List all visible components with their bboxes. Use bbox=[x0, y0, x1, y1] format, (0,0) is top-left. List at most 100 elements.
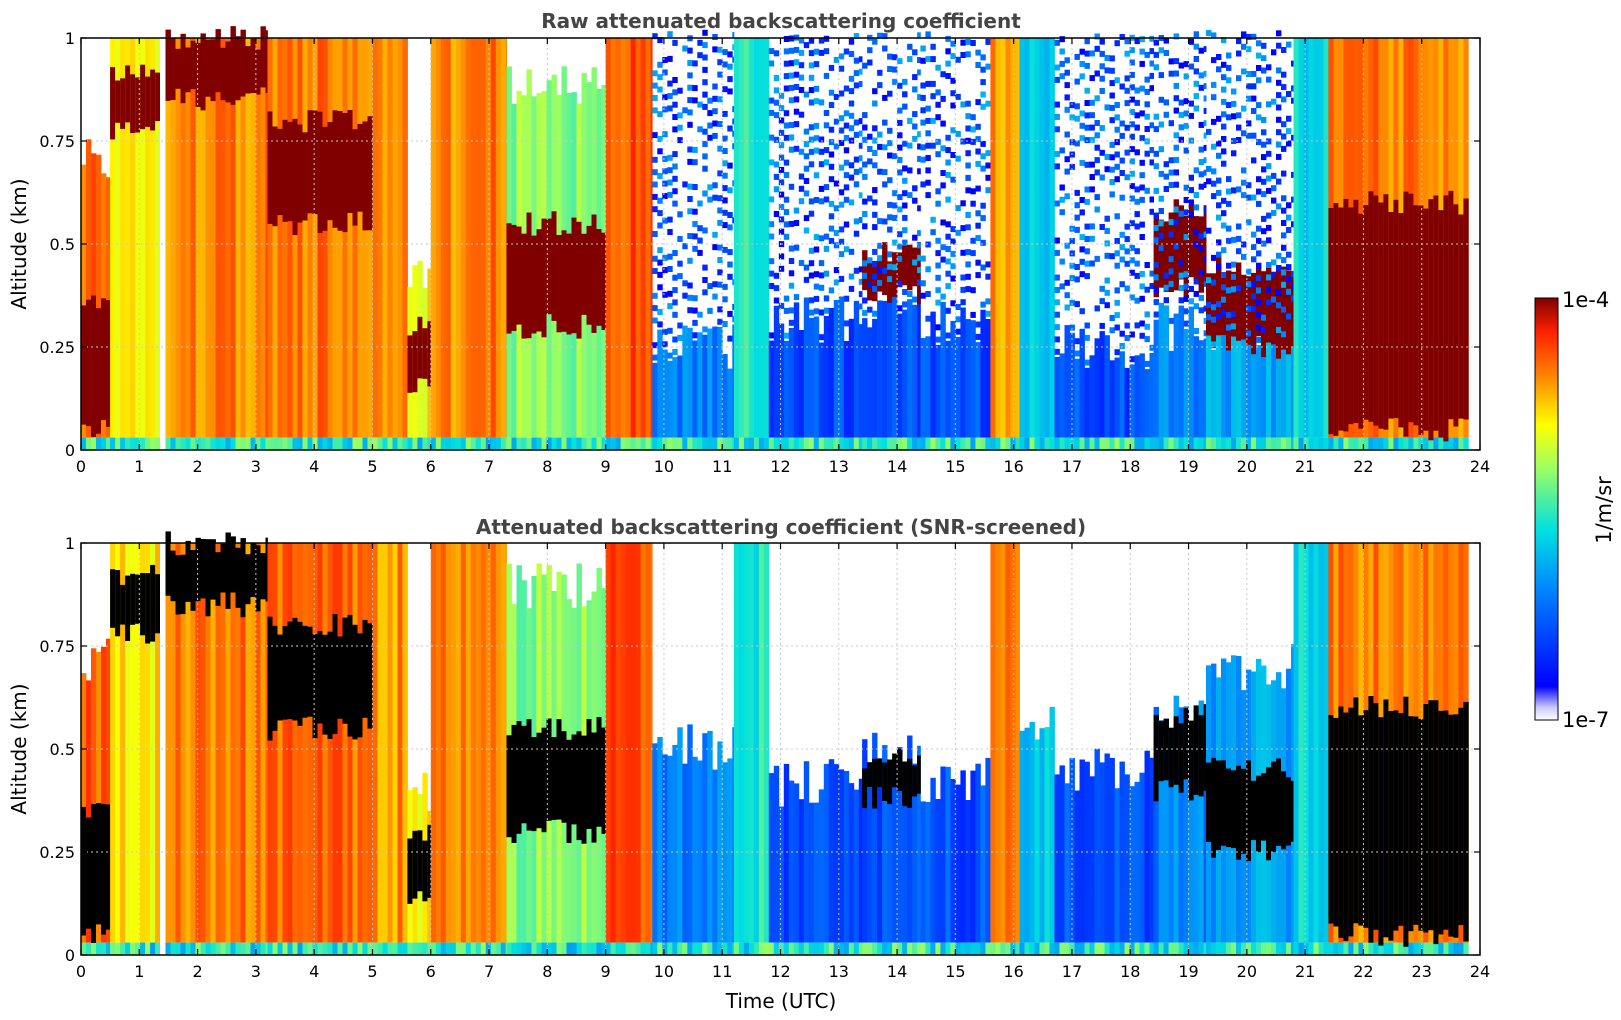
profile-column bbox=[1099, 331, 1105, 438]
ground-strip bbox=[657, 437, 663, 450]
ground-strip bbox=[1211, 942, 1217, 955]
profile-column bbox=[935, 799, 941, 943]
ground-strip bbox=[1293, 942, 1299, 955]
noise-pixel bbox=[1084, 112, 1090, 119]
cloud-layer bbox=[546, 718, 552, 821]
noise-pixel bbox=[1188, 112, 1194, 119]
noise-pixel bbox=[1144, 113, 1150, 120]
profile-segment bbox=[1019, 706, 1055, 955]
ground-strip bbox=[985, 437, 991, 450]
ground-strip bbox=[722, 942, 728, 955]
noise-pixel bbox=[788, 258, 795, 264]
noise-pixel bbox=[712, 83, 718, 90]
ground-strip bbox=[1448, 437, 1454, 450]
profile-column bbox=[397, 38, 403, 438]
ground-strip bbox=[546, 437, 552, 450]
noise-pixel bbox=[1173, 206, 1179, 213]
ground-strip bbox=[430, 437, 437, 450]
noise-pixel bbox=[1198, 294, 1204, 301]
x-tick-label: 2 bbox=[192, 962, 202, 981]
noise-pixel bbox=[1261, 240, 1267, 247]
noise-pixel bbox=[697, 225, 703, 232]
noise-pixel bbox=[652, 354, 658, 361]
cloud-layer bbox=[1448, 190, 1454, 420]
profile-column bbox=[1188, 306, 1194, 438]
cloud-layer bbox=[1428, 199, 1434, 441]
noise-pixel bbox=[1149, 60, 1154, 67]
ground-strip bbox=[682, 942, 688, 955]
noise-pixel bbox=[862, 112, 868, 119]
noise-pixel bbox=[1124, 149, 1130, 156]
noise-pixel bbox=[773, 272, 780, 279]
noise-pixel bbox=[877, 242, 883, 249]
noise-pixel bbox=[1079, 159, 1085, 166]
profile-segment bbox=[862, 732, 921, 955]
noise-pixel bbox=[1054, 163, 1060, 170]
profile-column bbox=[495, 543, 502, 943]
noise-pixel bbox=[662, 180, 668, 187]
ground-strip bbox=[882, 942, 888, 955]
noise-pixel bbox=[697, 237, 703, 244]
noise-pixel bbox=[1168, 231, 1174, 238]
profile-column bbox=[140, 543, 146, 943]
noise-pixel bbox=[798, 148, 805, 155]
noise-pixel bbox=[917, 94, 921, 101]
noise-pixel bbox=[1089, 136, 1095, 143]
x-tick-label: 19 bbox=[1178, 962, 1198, 981]
ground-strip bbox=[267, 437, 273, 450]
profile-column bbox=[337, 38, 343, 438]
noise-pixel bbox=[1139, 234, 1145, 240]
noise-pixel bbox=[707, 184, 713, 191]
noise-pixel bbox=[667, 93, 673, 99]
ground-strip bbox=[566, 437, 572, 450]
cloud-layer bbox=[357, 123, 363, 212]
noise-pixel bbox=[1119, 194, 1125, 201]
noise-pixel bbox=[1203, 169, 1207, 176]
noise-pixel bbox=[662, 168, 668, 175]
cloud-layer bbox=[302, 625, 308, 718]
noise-pixel bbox=[1178, 272, 1184, 279]
ground-strip bbox=[332, 942, 338, 955]
cloud-layer bbox=[1173, 716, 1179, 785]
noise-pixel bbox=[902, 78, 908, 85]
noise-pixel bbox=[1178, 62, 1184, 69]
x-tick-label: 16 bbox=[1003, 962, 1023, 981]
profile-column bbox=[763, 38, 770, 438]
noise-pixel bbox=[1206, 301, 1212, 308]
profile-column bbox=[758, 543, 765, 943]
noise-pixel bbox=[657, 86, 663, 93]
noise-pixel bbox=[768, 48, 775, 55]
ground-strip bbox=[1188, 437, 1194, 450]
profile-column bbox=[195, 38, 201, 438]
noise-pixel bbox=[667, 290, 673, 297]
noise-pixel bbox=[1139, 283, 1145, 290]
noise-pixel bbox=[1114, 299, 1120, 306]
noise-pixel bbox=[783, 332, 790, 339]
cloud-layer bbox=[255, 545, 261, 612]
noise-pixel bbox=[917, 155, 921, 162]
noise-pixel bbox=[1178, 124, 1184, 131]
noise-pixel bbox=[965, 249, 971, 256]
noise-pixel bbox=[813, 98, 820, 105]
noise-pixel bbox=[702, 54, 708, 61]
noise-pixel bbox=[1236, 75, 1242, 82]
noise-pixel bbox=[1216, 177, 1222, 184]
profile-column bbox=[382, 38, 388, 438]
ground-strip bbox=[1413, 942, 1419, 955]
noise-pixel bbox=[887, 66, 893, 72]
ground-strip bbox=[445, 437, 452, 450]
profile-column bbox=[930, 311, 936, 438]
profile-segment bbox=[1054, 748, 1154, 955]
noise-pixel bbox=[1216, 251, 1222, 258]
noise-pixel bbox=[702, 277, 708, 283]
noise-pixel bbox=[1119, 330, 1125, 337]
ground-strip bbox=[1029, 942, 1035, 955]
noise-pixel bbox=[1134, 211, 1140, 218]
ground-strip bbox=[672, 437, 678, 450]
noise-pixel bbox=[1276, 67, 1282, 74]
x-tick-label: 4 bbox=[309, 962, 319, 981]
ground-strip bbox=[652, 942, 658, 955]
noise-pixel bbox=[902, 301, 908, 308]
noise-pixel bbox=[707, 97, 713, 104]
cloud-layer bbox=[526, 212, 532, 339]
